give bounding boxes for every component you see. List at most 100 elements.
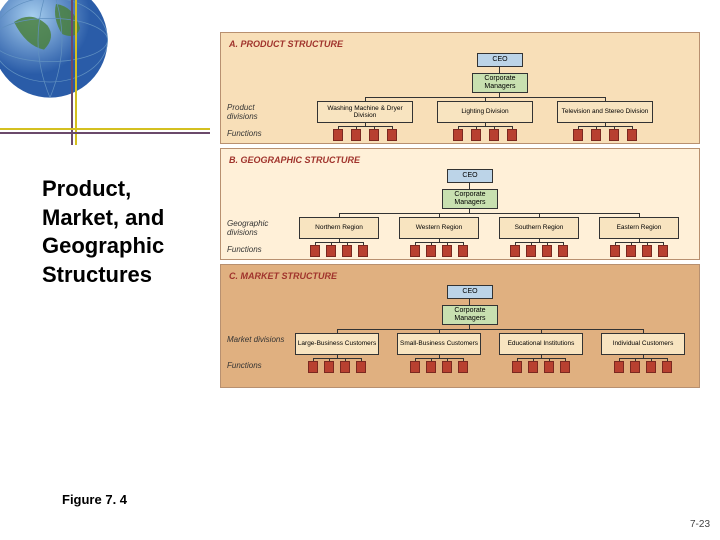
- function-box: [610, 245, 620, 257]
- function-box: [310, 245, 320, 257]
- connector: [619, 358, 667, 359]
- function-box: [358, 245, 368, 257]
- side-label-divisions: Geographic divisions: [227, 220, 285, 238]
- function-box: [356, 361, 366, 373]
- connector: [338, 126, 392, 127]
- managers-box: Corporate Managers: [472, 73, 528, 93]
- division-box: Northern Region: [299, 217, 379, 239]
- ceo-box: CEO: [447, 169, 493, 183]
- accent-vline-yellow: [75, 0, 77, 145]
- connector: [515, 242, 563, 243]
- globe-decoration: [0, 0, 200, 140]
- org-chart: CEO Corporate Managers Market divisions Fun…: [229, 285, 691, 389]
- function-box: [642, 245, 652, 257]
- function-box: [369, 129, 379, 141]
- function-box: [591, 129, 601, 141]
- function-box: [333, 129, 343, 141]
- division-box: Large-Business Customers: [295, 333, 379, 355]
- function-box: [512, 361, 522, 373]
- division-box: Educational Institutions: [499, 333, 583, 355]
- connector: [415, 358, 463, 359]
- division-box: Small-Business Customers: [397, 333, 481, 355]
- function-box: [453, 129, 463, 141]
- panel-c: C. MARKET STRUCTURE CEO Corporate Managers…: [220, 264, 700, 388]
- panel-title: A. PRODUCT STRUCTURE: [229, 39, 691, 49]
- side-label-functions: Functions: [227, 246, 262, 255]
- division-box: Lighting Division: [437, 101, 533, 123]
- side-label-functions: Functions: [227, 130, 262, 139]
- figure-label: Figure 7. 4: [62, 492, 127, 507]
- function-box: [426, 245, 436, 257]
- panel-title: B. GEOGRAPHIC STRUCTURE: [229, 155, 691, 165]
- panel-title: C. MARKET STRUCTURE: [229, 271, 691, 281]
- function-box: [573, 129, 583, 141]
- function-box: [342, 245, 352, 257]
- side-label-functions: Functions: [227, 362, 262, 371]
- panel-a: A. PRODUCT STRUCTURE CEO Corporate Manager…: [220, 32, 700, 144]
- page-number: 7-23: [690, 519, 710, 530]
- function-box: [351, 129, 361, 141]
- division-box: Western Region: [399, 217, 479, 239]
- function-box: [442, 361, 452, 373]
- division-box: Eastern Region: [599, 217, 679, 239]
- function-box: [542, 245, 552, 257]
- function-box: [662, 361, 672, 373]
- function-box: [410, 245, 420, 257]
- accent-vline-purple: [71, 0, 73, 145]
- ceo-box: CEO: [477, 53, 523, 67]
- division-box: Individual Customers: [601, 333, 685, 355]
- ceo-box: CEO: [447, 285, 493, 299]
- connector: [339, 213, 639, 214]
- function-box: [458, 245, 468, 257]
- connector: [517, 358, 565, 359]
- title-line: Market, and: [42, 204, 164, 233]
- title-line: Product,: [42, 175, 164, 204]
- function-box: [609, 129, 619, 141]
- connector: [313, 358, 361, 359]
- function-box: [646, 361, 656, 373]
- accent-hline-purple: [0, 132, 210, 134]
- function-box: [489, 129, 499, 141]
- function-box: [510, 245, 520, 257]
- function-box: [560, 361, 570, 373]
- slide-title: Product, Market, and Geographic Structur…: [42, 175, 164, 289]
- function-box: [340, 361, 350, 373]
- function-box: [326, 245, 336, 257]
- function-box: [658, 245, 668, 257]
- accent-hline-yellow: [0, 128, 210, 130]
- connector: [337, 329, 643, 330]
- function-box: [614, 361, 624, 373]
- function-box: [526, 245, 536, 257]
- connector: [615, 242, 663, 243]
- function-box: [627, 129, 637, 141]
- org-chart: CEO Corporate Managers Product divisions Fu…: [229, 53, 691, 145]
- connector: [315, 242, 363, 243]
- function-box: [442, 245, 452, 257]
- division-box: Southern Region: [499, 217, 579, 239]
- division-box: Television and Stereo Division: [557, 101, 653, 123]
- division-box: Washing Machine & Dryer Division: [317, 101, 413, 123]
- managers-box: Corporate Managers: [442, 305, 498, 325]
- function-box: [458, 361, 468, 373]
- function-box: [324, 361, 334, 373]
- connector: [578, 126, 632, 127]
- function-box: [558, 245, 568, 257]
- function-box: [544, 361, 554, 373]
- managers-box: Corporate Managers: [442, 189, 498, 209]
- side-label-divisions: Product divisions: [227, 104, 285, 122]
- function-box: [410, 361, 420, 373]
- function-box: [528, 361, 538, 373]
- title-line: Geographic: [42, 232, 164, 261]
- function-box: [626, 245, 636, 257]
- connector: [458, 126, 512, 127]
- function-box: [308, 361, 318, 373]
- function-box: [387, 129, 397, 141]
- org-chart: CEO Corporate Managers Geographic division…: [229, 169, 691, 261]
- title-line: Structures: [42, 261, 164, 290]
- function-box: [507, 129, 517, 141]
- function-box: [471, 129, 481, 141]
- side-label-divisions: Market divisions: [227, 336, 285, 345]
- function-box: [630, 361, 640, 373]
- function-box: [426, 361, 436, 373]
- connector: [415, 242, 463, 243]
